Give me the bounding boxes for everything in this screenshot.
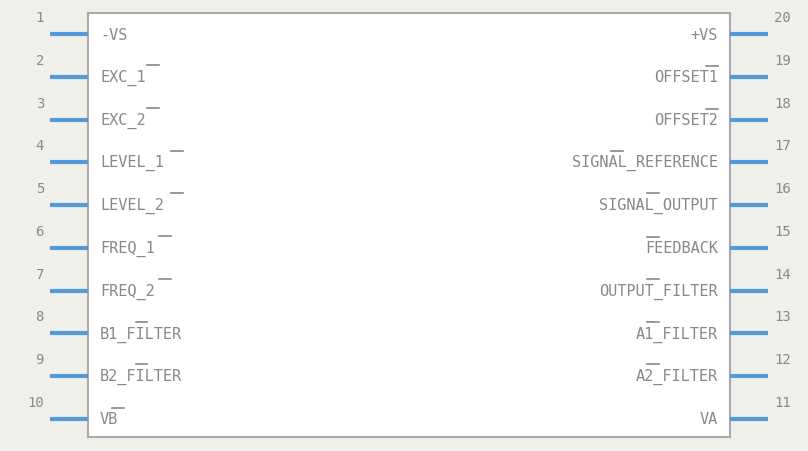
Text: SIGNAL_REFERENCE: SIGNAL_REFERENCE [572,155,718,171]
Text: 9: 9 [36,352,44,366]
Text: 4: 4 [36,139,44,153]
Text: 19: 19 [774,54,791,68]
Text: LEVEL_2: LEVEL_2 [100,198,164,214]
Text: 7: 7 [36,267,44,281]
Text: EXC_2: EXC_2 [100,112,145,129]
Text: 2: 2 [36,54,44,68]
Text: 8: 8 [36,310,44,324]
Text: -VS: -VS [100,28,128,42]
Text: 10: 10 [27,395,44,409]
Text: VB: VB [100,412,118,427]
Text: 18: 18 [774,97,791,110]
Text: A1_FILTER: A1_FILTER [636,326,718,342]
Text: 17: 17 [774,139,791,153]
Text: FEEDBACK: FEEDBACK [645,241,718,256]
Text: 6: 6 [36,225,44,239]
Text: FREQ_2: FREQ_2 [100,283,155,299]
Text: 14: 14 [774,267,791,281]
Text: 1: 1 [36,11,44,25]
Text: B2_FILTER: B2_FILTER [100,368,182,384]
Text: OUTPUT_FILTER: OUTPUT_FILTER [600,283,718,299]
Text: 11: 11 [774,395,791,409]
Text: VA: VA [700,412,718,427]
Text: 12: 12 [774,352,791,366]
Text: OFFSET1: OFFSET1 [654,70,718,85]
Text: EXC_1: EXC_1 [100,69,145,86]
Text: A2_FILTER: A2_FILTER [636,368,718,384]
Text: B1_FILTER: B1_FILTER [100,326,182,342]
Text: SIGNAL_OUTPUT: SIGNAL_OUTPUT [600,198,718,214]
Text: LEVEL_1: LEVEL_1 [100,155,164,171]
Text: +VS: +VS [691,28,718,42]
Text: 16: 16 [774,182,791,196]
Text: 15: 15 [774,225,791,239]
Text: 20: 20 [774,11,791,25]
Text: FREQ_1: FREQ_1 [100,240,155,257]
Text: 13: 13 [774,310,791,324]
Text: 5: 5 [36,182,44,196]
Text: OFFSET2: OFFSET2 [654,113,718,128]
Bar [88,14,730,437]
Text: 3: 3 [36,97,44,110]
